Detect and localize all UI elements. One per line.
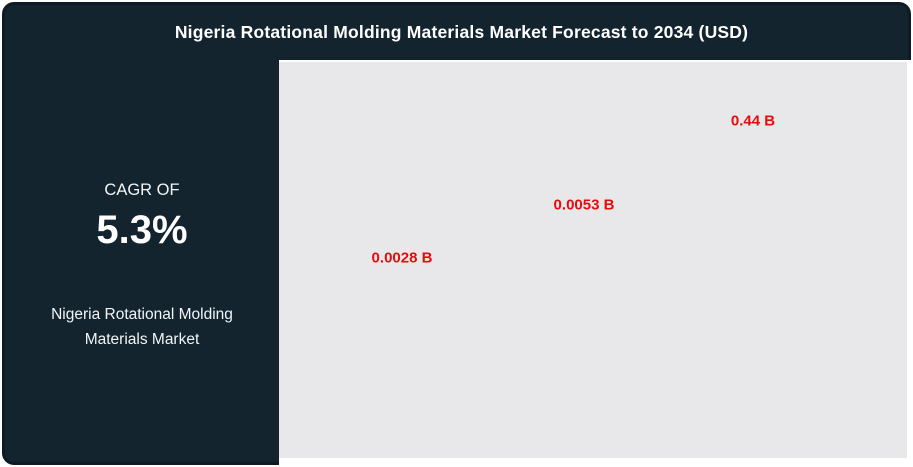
cagr-panel: CAGR OF 5.3% Nigeria Rotational Molding … (5, 60, 279, 465)
data-label-mid: 0.0053 B (553, 196, 615, 214)
cagr-value: 5.3% (96, 208, 188, 252)
data-label-2034: 0.44 B (730, 112, 776, 130)
data-label-2024: 0.0028 B (371, 249, 433, 267)
cagr-label: CAGR OF (104, 181, 180, 199)
market-name: Nigeria Rotational Molding Materials Mar… (5, 302, 279, 352)
chart-plot-area: 0.0028 B 0.0053 B 0.44 B (279, 62, 907, 458)
title-band: Nigeria Rotational Molding Materials Mar… (5, 5, 913, 60)
page-title: Nigeria Rotational Molding Materials Mar… (174, 22, 749, 42)
market-name-line2: Materials Market (84, 331, 200, 348)
chart-card: 0.0028 B 0.0053 B 0.44 B (279, 60, 913, 466)
market-name-line1: Nigeria Rotational Molding (51, 306, 233, 323)
